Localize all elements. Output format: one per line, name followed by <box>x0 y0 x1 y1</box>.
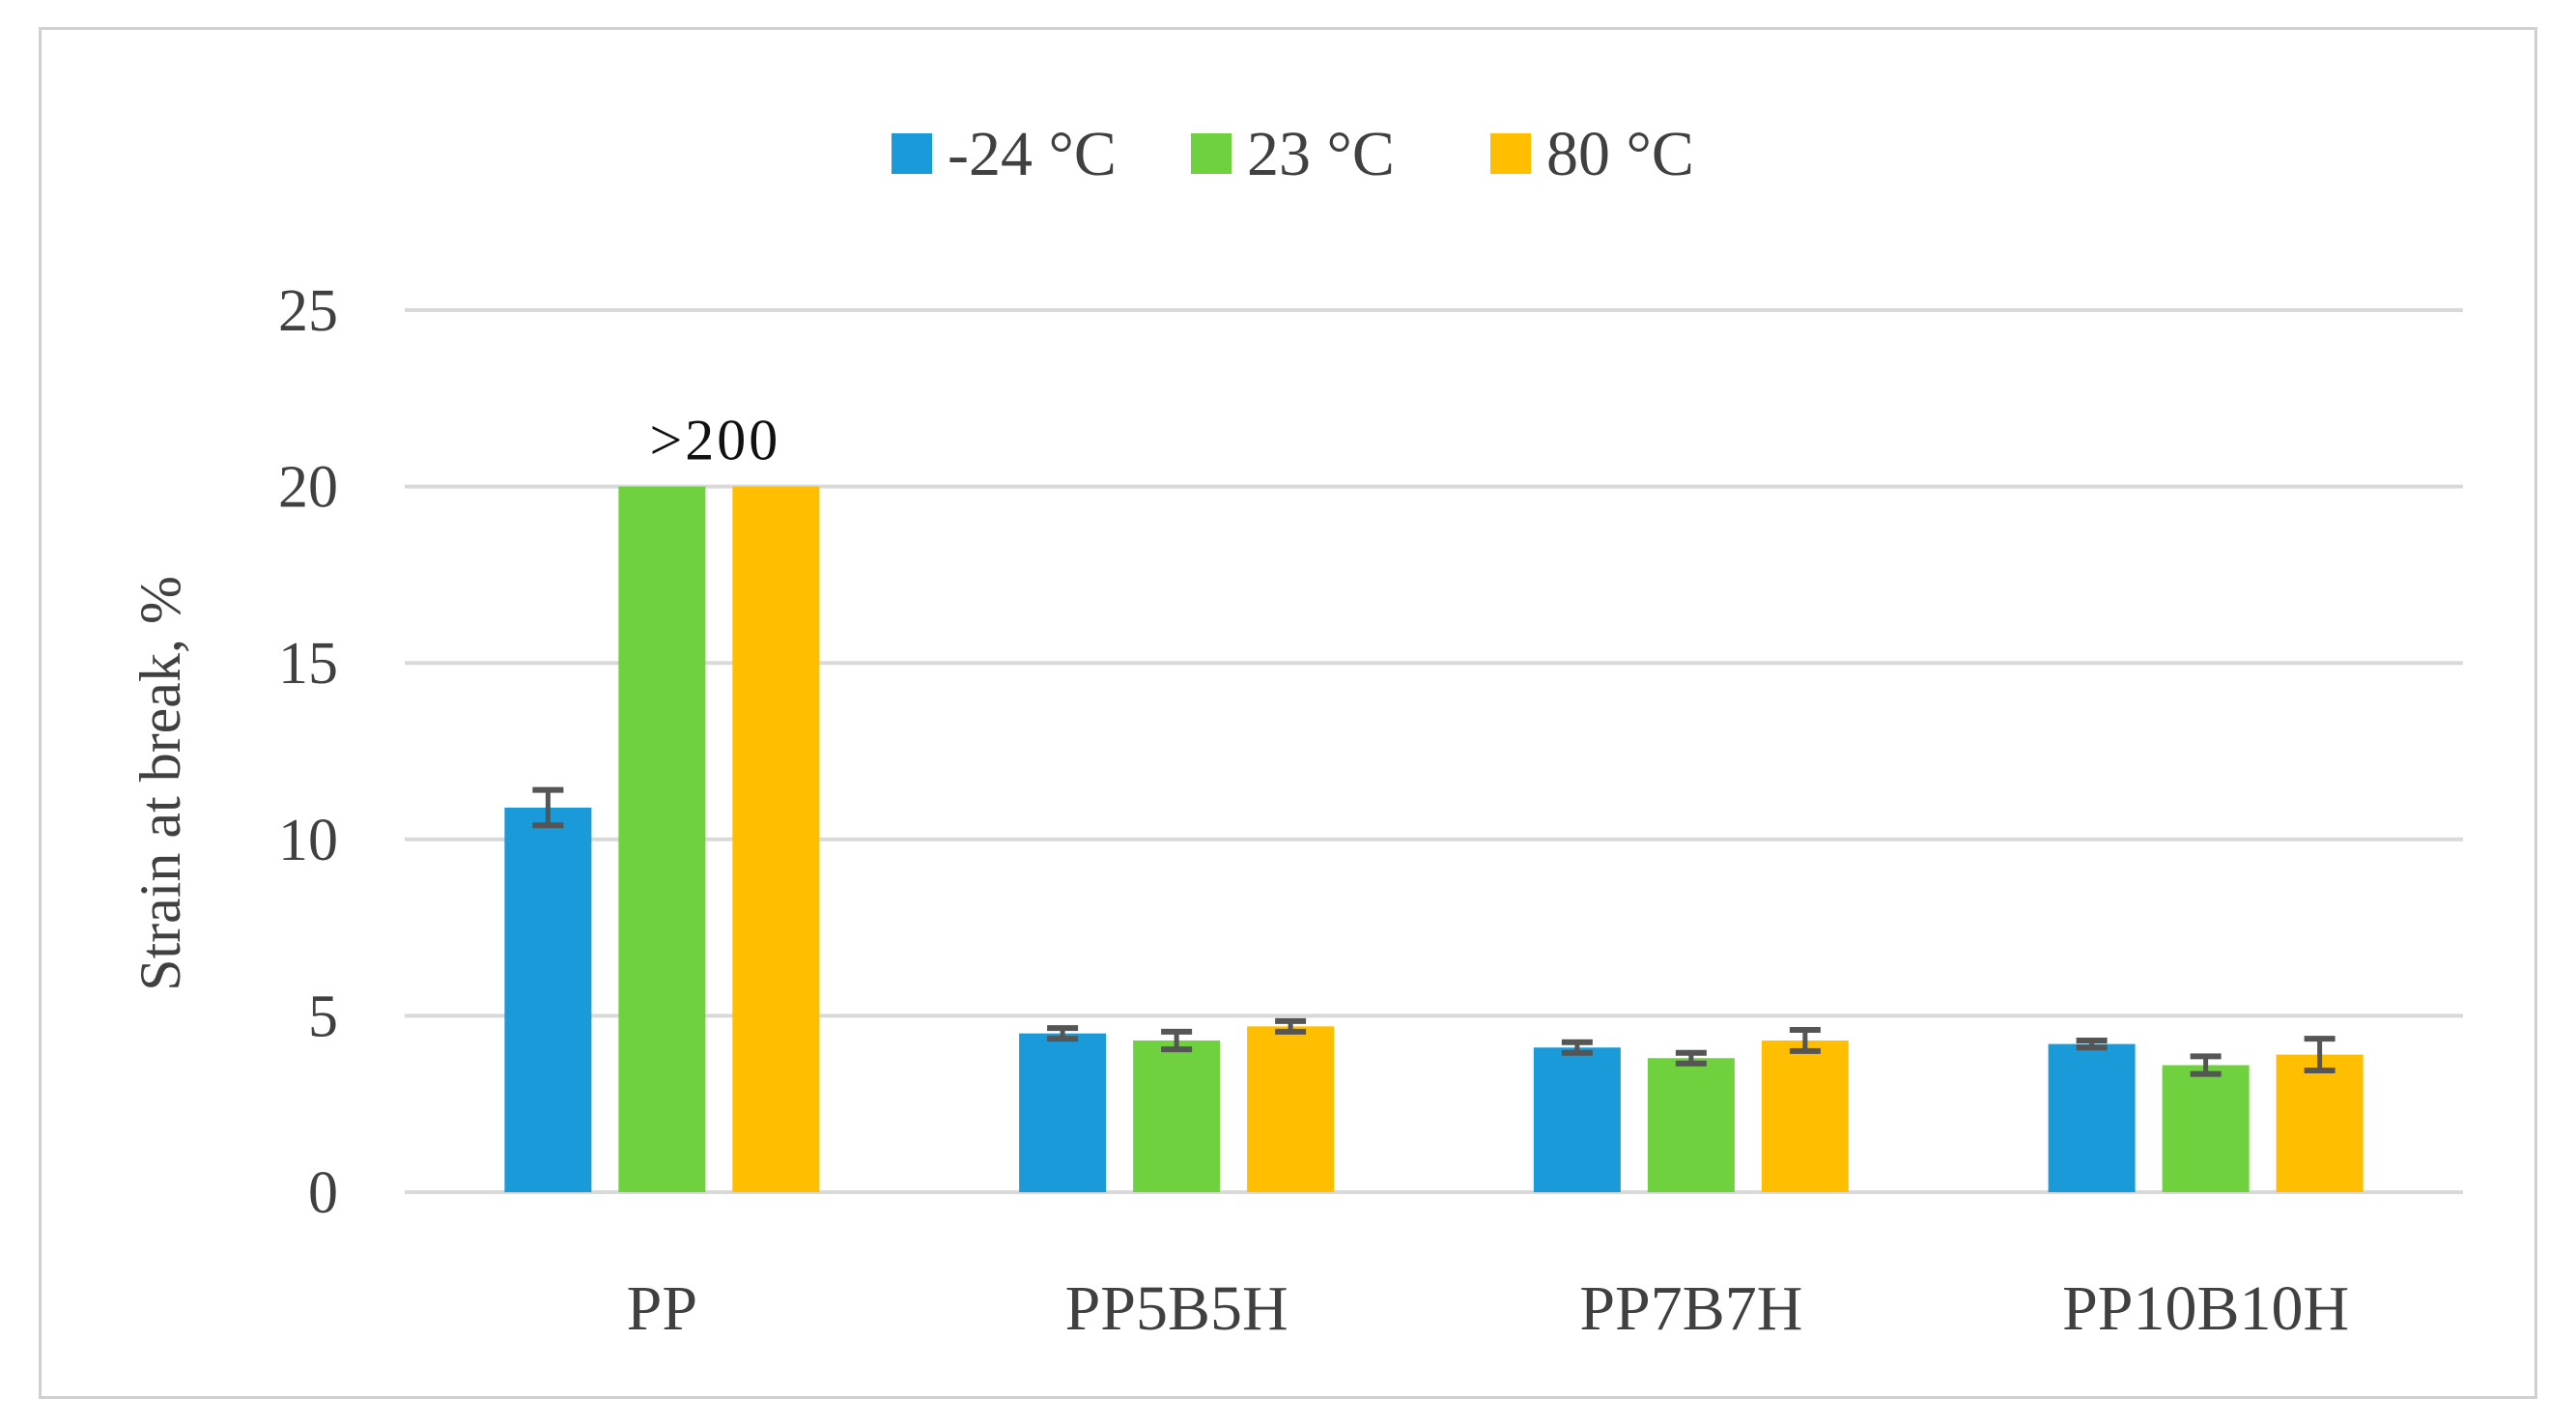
y-tick-label: 10 <box>278 808 338 873</box>
legend-swatch <box>1490 133 1531 174</box>
y-tick-label: 20 <box>278 455 338 521</box>
x-axis-categories: PP PP5B5H PP7B7H PP10B10H <box>627 1273 2350 1344</box>
chart-frame: 0 5 10 15 20 25 >200 PP PP5B5H PP7B7H PP10B10H -… <box>39 27 2537 1399</box>
bar <box>1761 1040 1849 1192</box>
legend-label: 80 °C <box>1546 119 1694 189</box>
bar <box>2048 1043 2136 1192</box>
y-tick-label: 15 <box>278 631 338 697</box>
bar <box>2276 1054 2364 1192</box>
legend-label: 23 °C <box>1247 119 1395 189</box>
x-category-label: PP <box>627 1273 697 1344</box>
bar-chart: 0 5 10 15 20 25 >200 PP PP5B5H PP7B7H PP10B10H -… <box>128 119 2463 1344</box>
annotations: >200 <box>649 409 780 472</box>
bars <box>504 486 2364 1193</box>
bar <box>504 807 592 1192</box>
x-category-label: PP5B5H <box>1065 1273 1288 1344</box>
bar <box>1647 1058 1735 1192</box>
x-category-label: PP10B10H <box>2062 1273 2349 1344</box>
bar <box>2162 1065 2250 1192</box>
legend-swatch <box>1191 133 1231 174</box>
bar <box>1133 1040 1221 1192</box>
legend: -24 °C 23 °C 80 °C <box>892 119 1694 189</box>
bar <box>1247 1026 1335 1192</box>
error-bars <box>532 786 2335 1077</box>
y-tick-label: 0 <box>308 1160 338 1226</box>
y-axis-title: Strain at break, % <box>128 576 192 991</box>
legend-label: -24 °C <box>948 119 1117 189</box>
bar <box>1019 1033 1107 1192</box>
x-category-label: PP7B7H <box>1579 1273 1802 1344</box>
y-tick-label: 25 <box>278 278 338 344</box>
bar <box>732 486 820 1193</box>
y-axis-ticks: 0 5 10 15 20 25 <box>278 278 338 1226</box>
legend-swatch <box>892 133 932 174</box>
bar <box>618 486 706 1193</box>
bar <box>1533 1047 1621 1192</box>
y-tick-label: 5 <box>308 984 338 1049</box>
bar-annotation: >200 <box>649 409 780 472</box>
